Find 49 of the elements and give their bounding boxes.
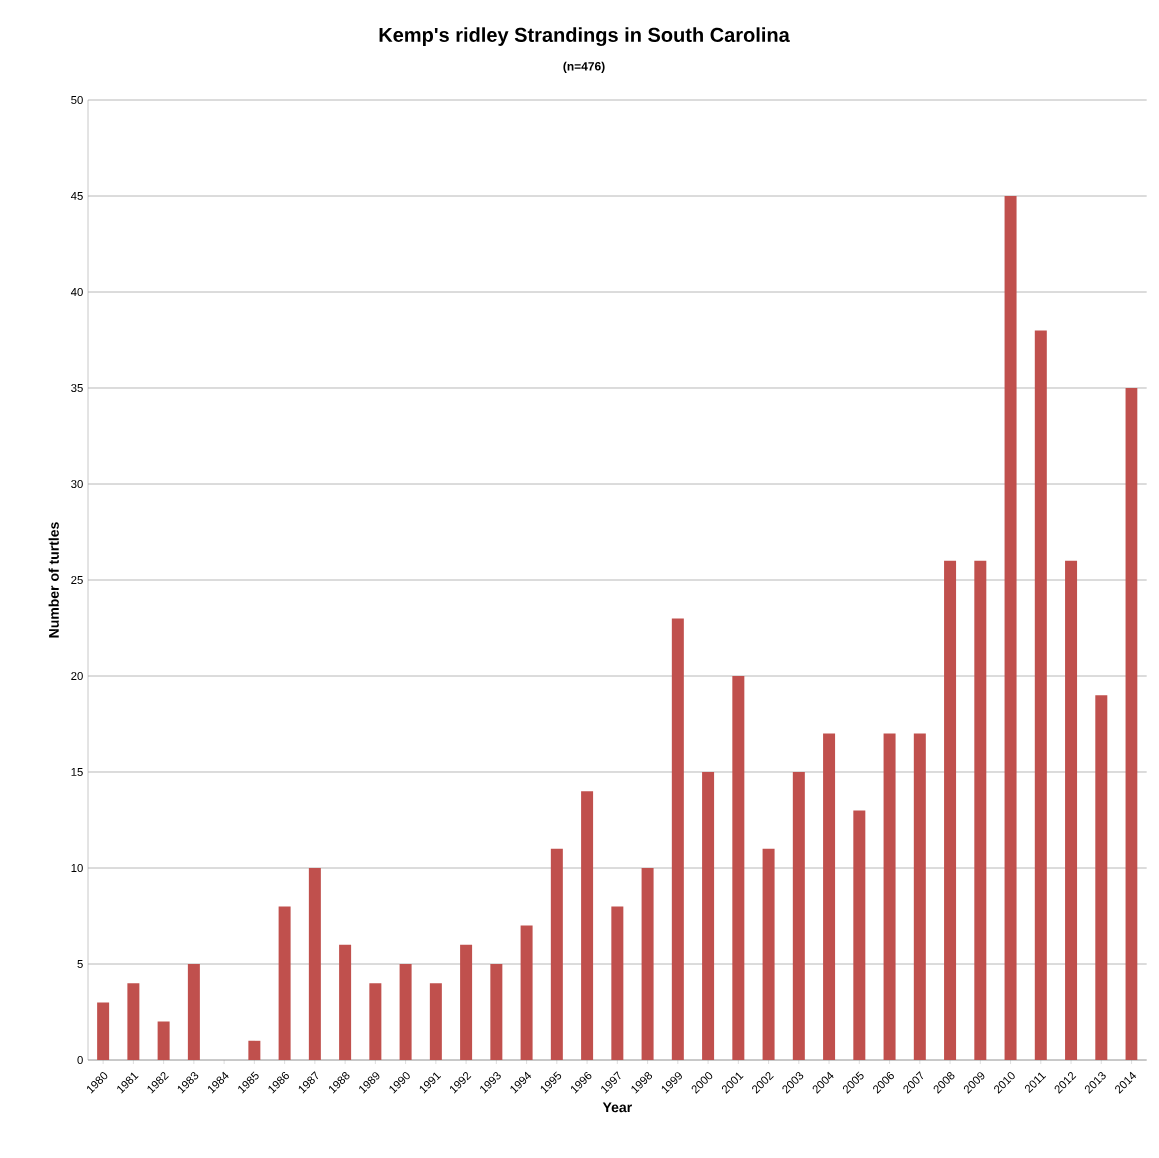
bar [550,848,563,1060]
bar [97,1002,110,1060]
bar [520,925,533,1060]
bar [460,944,473,1060]
y-tick-label: 45 [70,192,83,200]
bar [792,772,805,1060]
bar [913,733,926,1060]
bar [671,618,684,1060]
chart-subtitle: (n=476) [563,61,605,73]
bar [157,1021,170,1060]
bar [187,964,200,1060]
bar [581,791,594,1060]
y-tick-label: 40 [70,288,83,297]
bar [611,906,624,1060]
y-tick-label: 15 [71,768,83,776]
bar [429,983,442,1060]
bar [1065,560,1078,1060]
bar [1034,330,1047,1060]
x-axis-title: Year [602,1102,632,1113]
y-tick-label: 5 [77,960,83,968]
bar [762,848,775,1060]
bar [1125,388,1138,1060]
bar [853,810,866,1060]
y-tick-label: 25 [71,576,83,585]
bar [1095,695,1108,1060]
bar [1004,196,1017,1060]
y-tick-label: 20 [71,672,83,681]
bar [248,1040,261,1060]
bar [369,983,382,1060]
bar [308,868,321,1060]
y-axis-title: Number of turtles [48,522,59,638]
bar [883,733,896,1060]
bar [974,560,987,1060]
bar [339,944,352,1060]
bar [944,560,957,1060]
y-tick-label: 10 [71,864,83,873]
bar [641,868,654,1060]
y-tick-label: 0 [77,1056,83,1065]
y-tick-label: 35 [71,384,83,393]
bar [399,964,412,1060]
bar [278,906,291,1060]
bar [732,676,745,1060]
y-tick-label: 30 [71,480,83,489]
bar [702,772,715,1060]
bar [490,964,503,1060]
bar [127,983,140,1060]
bar [823,733,836,1060]
y-tick-label: 50 [71,96,83,105]
chart-title: Kemp's ridley Strandings in South Carolina [379,27,790,47]
